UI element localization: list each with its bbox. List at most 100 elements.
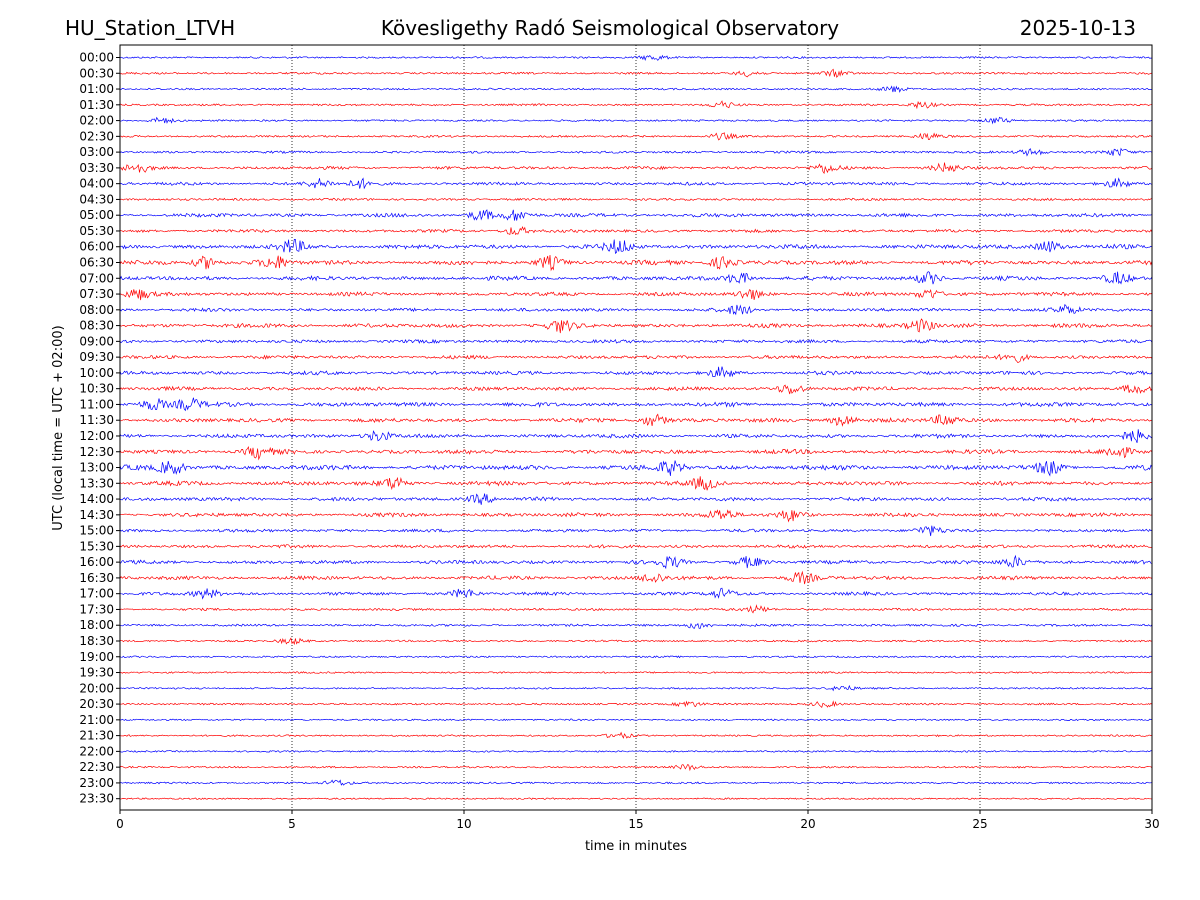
y-tick-label-0400: 04:00 (79, 177, 114, 191)
y-tick-label-0130: 01:30 (79, 98, 114, 112)
y-tick-label-1230: 12:30 (79, 445, 114, 459)
trace-0630 (119, 254, 1153, 272)
trace-1830 (119, 637, 1153, 646)
trace-1700 (119, 587, 1153, 600)
trace-1330 (119, 476, 1153, 491)
trace-1730 (119, 604, 1153, 614)
trace-2200 (119, 750, 1153, 753)
trace-0300 (119, 147, 1153, 157)
y-tick-label-0300: 03:00 (79, 145, 114, 159)
y-tick-label-1800: 18:00 (79, 618, 114, 632)
x-tick-label-0: 0 (116, 817, 124, 831)
trace-0330 (119, 162, 1153, 175)
y-tick-label-1130: 11:30 (79, 413, 114, 427)
y-tick-label-1430: 14:30 (79, 508, 114, 522)
y-tick-label-0030: 00:30 (79, 66, 114, 80)
y-tick-label-0830: 08:30 (79, 319, 114, 333)
trace-1530 (119, 544, 1153, 549)
y-tick-label-2030: 20:30 (79, 697, 114, 711)
y-tick-label-2000: 20:00 (79, 681, 114, 695)
y-tick-label-1700: 17:00 (79, 587, 114, 601)
trace-2230 (119, 764, 1153, 772)
y-tick-label-0230: 02:30 (79, 129, 114, 143)
trace-2300 (119, 779, 1153, 786)
trace-2330 (119, 797, 1153, 801)
trace-1000 (119, 366, 1153, 378)
trace-0200 (119, 116, 1153, 125)
trace-0000 (119, 54, 1153, 62)
trace-0130 (119, 100, 1153, 110)
y-tick-label-1500: 15:00 (79, 524, 114, 538)
trace-1630 (119, 570, 1153, 585)
chart-date: 2025-10-13 (1020, 16, 1136, 40)
y-tick-label-0430: 04:30 (79, 192, 114, 206)
trace-0900 (119, 338, 1153, 344)
x-tick-label-20: 20 (800, 817, 815, 831)
trace-2030 (120, 700, 1153, 709)
y-tick-label-1600: 16:00 (79, 555, 114, 569)
y-tick-label-2130: 21:30 (79, 729, 114, 743)
trace-0930 (119, 353, 1153, 364)
y-tick-label-0330: 03:30 (79, 161, 114, 175)
x-tick-label-15: 15 (628, 817, 643, 831)
x-axis-ticks: 0 5 10 15 20 25 30 (116, 810, 1160, 831)
y-tick-label-0700: 07:00 (79, 271, 114, 285)
y-tick-label-1730: 17:30 (79, 602, 114, 616)
y-tick-label-1100: 11:00 (79, 397, 114, 411)
x-tick-label-25: 25 (972, 817, 987, 831)
trace-1600 (119, 554, 1153, 570)
y-tick-label-1900: 19:00 (79, 650, 114, 664)
trace-0230 (120, 132, 1153, 141)
y-tick-label-0800: 08:00 (79, 303, 114, 317)
trace-1100 (119, 397, 1153, 412)
trace-0030 (119, 68, 1153, 78)
trace-0800 (119, 303, 1153, 316)
trace-2000 (119, 684, 1153, 692)
x-axis-label: time in minutes (585, 839, 687, 854)
x-tick-label-30: 30 (1144, 817, 1159, 831)
y-tick-label-2200: 22:00 (79, 744, 114, 758)
trace-1030 (119, 384, 1153, 395)
trace-1130 (119, 413, 1153, 427)
y-tick-label-2230: 22:30 (79, 760, 114, 774)
trace-0600 (119, 239, 1153, 254)
y-tick-label-0930: 09:30 (79, 350, 114, 364)
y-tick-label-0600: 06:00 (79, 240, 114, 254)
y-tick-label-1830: 18:30 (79, 634, 114, 648)
y-axis-label: UTC (local time = UTC + 02:00) (51, 325, 66, 530)
y-tick-label-0100: 01:00 (79, 82, 114, 96)
y-tick-label-0530: 05:30 (79, 224, 114, 238)
y-tick-label-1930: 19:30 (79, 666, 114, 680)
trace-0400 (119, 177, 1153, 190)
y-tick-label-0500: 05:00 (79, 208, 114, 222)
y-tick-label-1200: 12:00 (79, 429, 114, 443)
trace-2100 (120, 718, 1153, 722)
y-tick-label-1630: 16:30 (79, 571, 114, 585)
trace-0830 (119, 318, 1153, 334)
y-tick-label-1400: 14:00 (79, 492, 114, 506)
trace-1500 (119, 525, 1153, 537)
trace-1300 (119, 460, 1153, 477)
y-tick-label-2330: 23:30 (79, 792, 114, 806)
x-tick-label-10: 10 (456, 817, 471, 831)
y-tick-label-2100: 21:00 (79, 713, 114, 727)
trace-0500 (119, 209, 1153, 221)
trace-1230 (119, 445, 1153, 461)
trace-lines (119, 54, 1153, 801)
trace-0430 (119, 197, 1153, 202)
trace-1900 (119, 655, 1153, 659)
y-tick-label-0900: 09:00 (79, 334, 114, 348)
y-tick-label-1000: 10:00 (79, 366, 114, 380)
trace-1200 (119, 429, 1153, 444)
trace-0730 (119, 288, 1153, 301)
trace-1800 (119, 622, 1153, 629)
y-tick-label-1530: 15:30 (79, 539, 114, 553)
y-tick-label-0630: 06:30 (79, 256, 114, 270)
x-tick-label-5: 5 (288, 817, 296, 831)
trace-0700 (119, 271, 1153, 285)
y-tick-label-1030: 10:30 (79, 382, 114, 396)
trace-1400 (119, 493, 1153, 505)
